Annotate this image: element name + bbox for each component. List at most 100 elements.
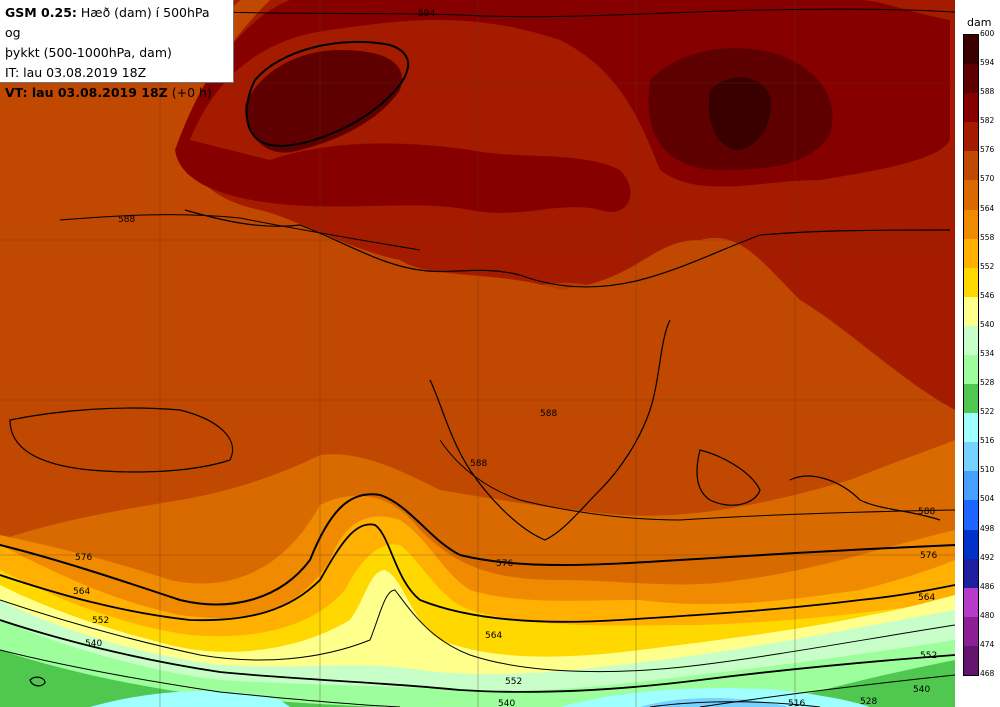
island-small [29,676,46,687]
info-line-1: GSM 0.25: Hæð (dam) í 500hPa og [5,3,228,43]
legend-swatch [964,267,978,298]
legend-tick-label: 474 [980,639,995,649]
legend-swatch [964,645,978,676]
legend-tick-label: 480 [980,610,995,620]
legend-tick-label: 540 [980,319,995,329]
label-552c: 552 [920,651,937,661]
graticule [0,0,955,707]
legend-tick-label: 516 [980,436,995,446]
legend-swatch [964,151,978,181]
legend-tick-label: 546 [980,290,995,300]
legend-tick-label: 522 [980,407,995,417]
info-box: GSM 0.25: Hæð (dam) í 500hPa og þykkt (5… [0,0,234,100]
legend-unit: dam [967,16,992,29]
label-564b: 564 [485,631,502,641]
label-528: 528 [860,697,877,707]
legend-tick-label: 492 [980,552,995,562]
legend-tick-label: 528 [980,378,995,388]
legend-swatch [964,238,978,269]
contour-528 [0,649,401,707]
legend-swatch [964,587,978,618]
legend-tick-label: 582 [980,116,995,126]
label-516: 516 [788,699,805,707]
legend-swatch [964,296,978,327]
contour-576 [0,493,955,606]
label-564c: 564 [918,593,935,603]
contour-588-north [169,8,955,18]
band-600 [708,77,771,150]
legend-swatch [964,122,978,152]
band-588-north [430,280,634,491]
label-588a: 588 [118,215,135,225]
contour-540 [0,619,955,693]
legend-tick-label: 570 [980,174,995,184]
legend-swatch [964,616,978,647]
band-594 [245,50,402,153]
legend-swatch [964,180,978,211]
legend-swatch [964,325,978,356]
legend-tick-label: 594 [980,58,995,68]
legend-swatch [964,500,978,531]
label-576a: 576 [75,553,92,563]
model-name: GSM 0.25: [5,5,77,20]
contour-516 [649,701,821,707]
legend-swatch [964,384,978,414]
contour-588-mid [59,214,421,251]
contour-588-south [439,439,955,521]
field-desc-1: Hæð (dam) í 500hPa og [5,5,210,40]
legend-tick-label: 534 [980,349,995,358]
field-desc-2: þykkt (500-1000hPa, dam) [5,45,172,60]
coast-africa-south [429,319,671,541]
legend-swatch [964,442,978,472]
band-522-east [560,688,870,707]
legend-tick-label: 486 [980,581,995,591]
label-540b: 540 [498,699,515,707]
weather-map: 594 588 588 588 588 576 576 576 564 564 … [0,0,955,707]
height-contours [0,8,955,707]
legend-swatch [964,93,978,123]
label-588c: 588 [470,459,487,469]
coast-australia-west [9,407,234,473]
legend-swatch [964,413,978,443]
band-528 [0,650,380,707]
legend-swatch [964,355,978,385]
label-588b: 588 [540,409,557,419]
contour-594 [245,40,410,147]
legend-tick-label: 576 [980,145,995,155]
legend-swatch [964,558,978,589]
label-576b: 576 [496,559,513,569]
info-line-vt: VT: lau 03.08.2019 18Z (+0 h) [5,83,228,103]
coast-sa-east [789,475,941,521]
band-534 [0,620,955,707]
label-540a: 540 [85,639,102,649]
contour-552 [0,589,955,673]
legend-colorbar [963,34,979,676]
legend-swatch [964,209,978,240]
legend-swatch [964,64,978,94]
band-516 [640,698,790,707]
label-552a: 552 [92,616,109,626]
legend-tick-label: 558 [980,232,995,242]
band-522 [90,691,290,707]
legend-tick-label: 468 [980,669,995,678]
contour-528-east [699,674,955,707]
label-588d: 588 [918,507,935,517]
coast-africa [184,209,951,288]
valid-time: VT: lau 03.08.2019 18Z [5,85,168,100]
init-time: IT: lau 03.08.2019 18Z [5,65,147,80]
label-594: 594 [418,9,435,19]
legend-swatch [964,35,978,65]
contour-564 [0,523,955,623]
legend-tick-label: 600 [980,29,995,38]
lead-time: (+0 h) [171,85,212,100]
legend-tick-label: 588 [980,87,995,97]
legend-swatch [964,471,978,501]
legend-tick-label: 552 [980,261,995,271]
legend-tick-label: 504 [980,494,995,504]
label-576c: 576 [920,551,937,561]
label-564a: 564 [73,587,90,597]
legend-tick-label: 498 [980,523,995,533]
label-540c: 540 [913,685,930,695]
label-552b: 552 [505,677,522,687]
legend-swatch [964,529,978,560]
